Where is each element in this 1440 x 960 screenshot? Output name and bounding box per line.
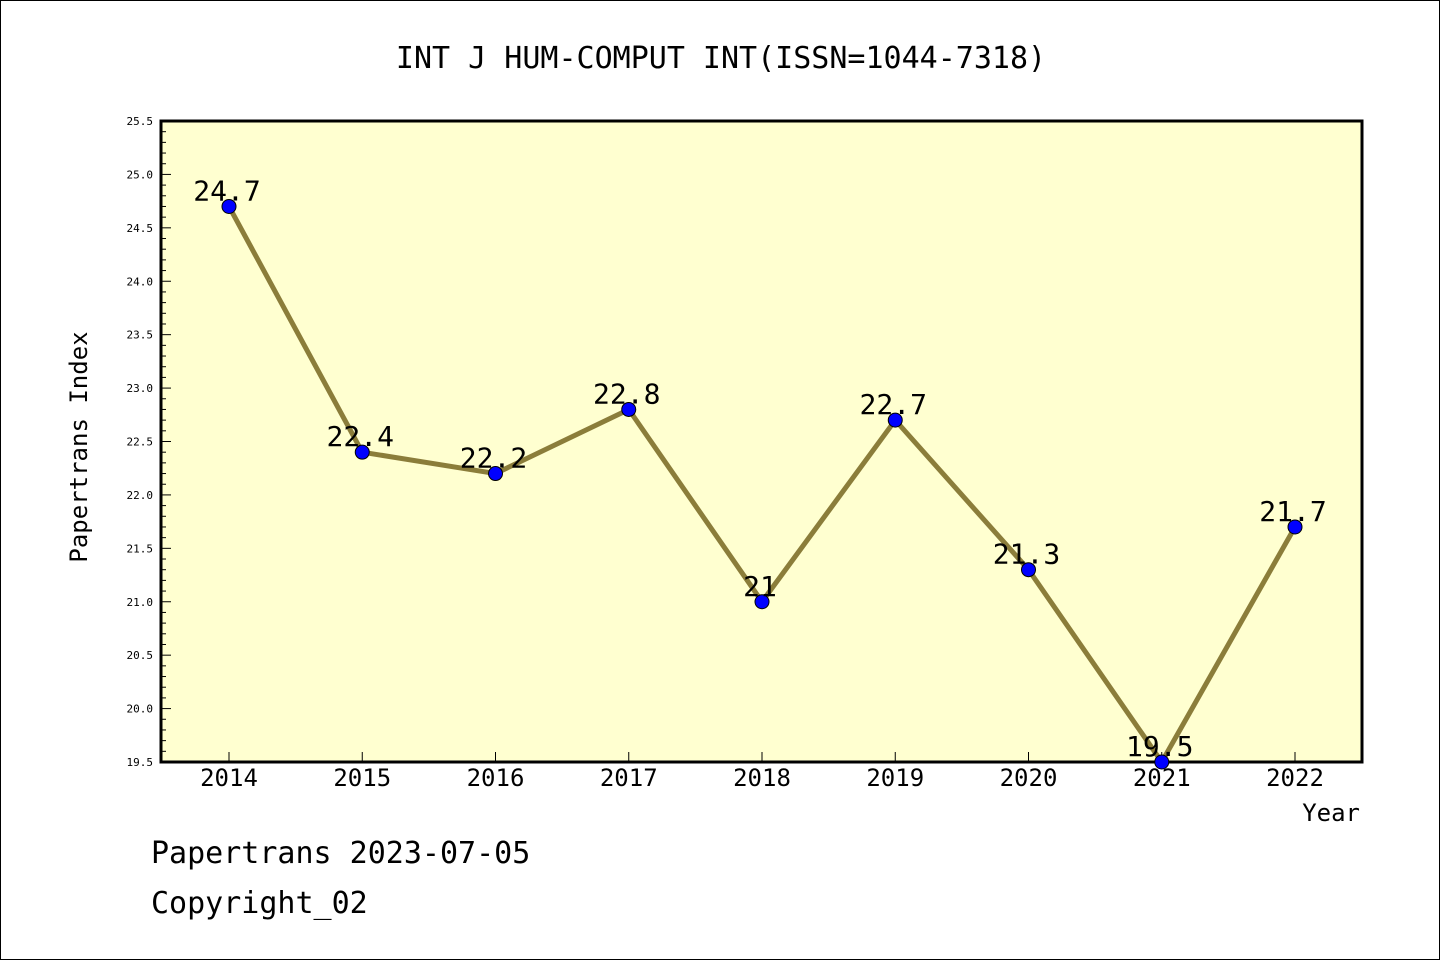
footer-copyright: Copyright_02: [151, 886, 368, 921]
x-axis: 2014 2015 2016 2017 2018 2019 2020 2021 2022: [200, 752, 1324, 792]
data-label: 22.8: [593, 377, 660, 410]
x-tick-label: 2019: [866, 764, 924, 792]
y-tick-label: 24.5: [127, 222, 154, 235]
y-tick-label: 20.5: [127, 649, 154, 662]
data-label: 21: [743, 570, 777, 603]
x-tick-label: 2015: [333, 764, 391, 792]
x-tick-label: 2017: [600, 764, 658, 792]
data-label: 22.2: [460, 442, 527, 475]
data-point: [887, 412, 903, 428]
data-label: 22.7: [860, 388, 927, 421]
y-tick-label: 23.0: [127, 382, 154, 395]
y-tick-label: 21.5: [127, 542, 154, 555]
chart-title: INT J HUM-COMPUT INT(ISSN=1044-7318): [396, 41, 1046, 76]
y-tick-label: 21.0: [127, 596, 154, 609]
data-label: 21.7: [1259, 495, 1326, 528]
data-label: 24.7: [193, 174, 260, 207]
series-papertrans-index: [221, 198, 1303, 770]
x-tick-label: 2018: [733, 764, 791, 792]
y-tick-label: 25.5: [127, 115, 154, 128]
x-axis-label: Year: [1302, 799, 1360, 827]
y-tick-label: 22.5: [127, 436, 154, 449]
data-point: [1287, 519, 1303, 535]
y-axis-label: Papertrans Index: [65, 331, 93, 562]
x-tick-label: 2022: [1266, 764, 1324, 792]
y-tick-label: 19.5: [127, 756, 154, 769]
data-point: [621, 401, 637, 417]
footer-date: Papertrans 2023-07-05: [151, 836, 531, 871]
data-point: [221, 198, 237, 214]
data-label: 22.4: [327, 420, 394, 453]
y-tick-label: 24.0: [127, 275, 154, 288]
x-tick-label: 2020: [1000, 764, 1058, 792]
data-point: [754, 594, 770, 610]
y-axis: 19.5 20.0 20.5 21.0 21.5 22.0 22.5 23.0 23.5 24.0…: [127, 115, 171, 769]
data-point: [354, 444, 370, 460]
y-tick-label: 25.0: [127, 168, 154, 181]
data-point: [488, 466, 503, 482]
data-label: 19.5: [1126, 730, 1193, 763]
y-tick-label: 20.0: [127, 703, 154, 716]
data-point: [1021, 562, 1036, 578]
data-label: 21.3: [993, 538, 1060, 571]
y-tick-label: 23.5: [127, 329, 154, 342]
data-point: [1154, 754, 1170, 770]
data-labels: 24.7 22.4 22.2 22.8 21 22.7 21.3 19.5 21.7: [193, 174, 1326, 763]
plot-area: [159, 119, 1364, 764]
y-tick-label: 22.0: [127, 489, 154, 502]
x-tick-label: 2016: [467, 764, 525, 792]
x-tick-label: 2014: [200, 764, 258, 792]
